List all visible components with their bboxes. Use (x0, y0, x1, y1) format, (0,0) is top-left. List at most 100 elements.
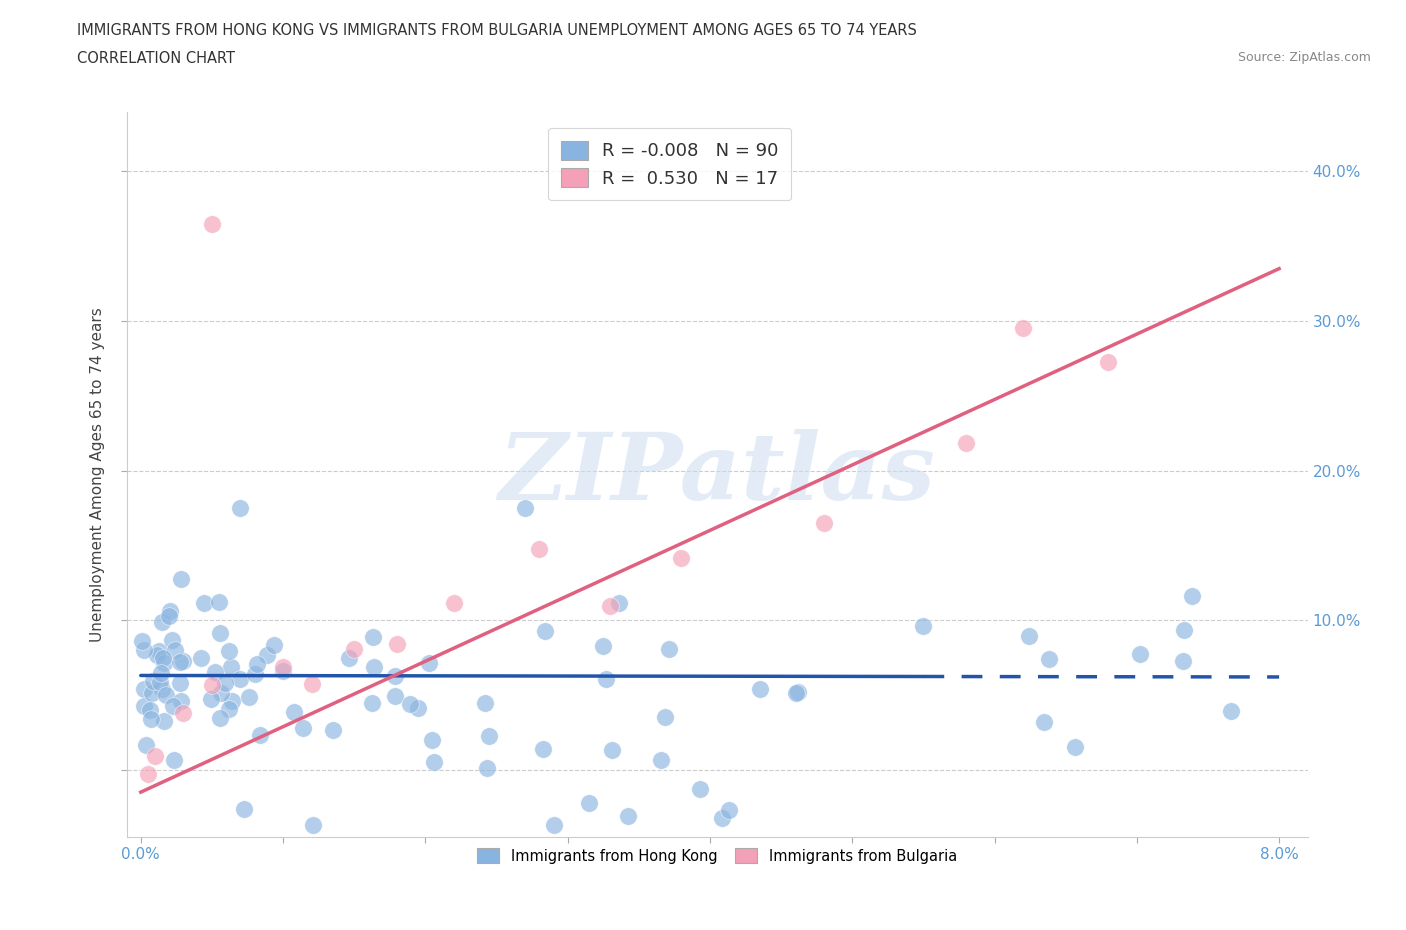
Point (363, 659, 385, 674)
Point (152, 651, 174, 666)
Point (337, 650, 360, 665)
Point (136, 766, 159, 781)
Point (384, 689, 406, 704)
Point (1173, 622, 1195, 637)
Point (172, 654, 194, 669)
Point (271, 659, 294, 674)
Point (607, 595, 630, 610)
Point (207, 594, 229, 609)
Point (132, 642, 155, 657)
Point (150, 615, 173, 630)
Point (200, 692, 222, 707)
Point (787, 684, 810, 699)
Point (238, 690, 260, 705)
Point (592, 639, 614, 654)
Point (650, 753, 672, 768)
Point (475, 760, 498, 775)
Point (785, 685, 807, 700)
Point (1038, 651, 1060, 666)
Point (1220, 704, 1243, 719)
Point (152, 714, 174, 729)
Point (143, 749, 166, 764)
Point (190, 651, 212, 666)
Text: IMMIGRANTS FROM HONG KONG VS IMMIGRANTS FROM BULGARIA UNEMPLOYMENT AMONG AGES 65: IMMIGRANTS FROM HONG KONG VS IMMIGRANTS … (77, 23, 917, 38)
Point (233, 802, 256, 817)
Point (229, 500, 252, 515)
Point (256, 647, 278, 662)
Point (243, 667, 266, 682)
Point (169, 655, 191, 670)
Point (155, 688, 177, 703)
Point (1097, 354, 1119, 369)
Point (229, 671, 252, 686)
Point (150, 682, 173, 697)
Point (301, 676, 323, 691)
Point (361, 630, 384, 644)
Point (1064, 739, 1087, 754)
Point (209, 711, 232, 725)
Point (302, 818, 325, 833)
Point (201, 677, 224, 692)
Point (658, 641, 681, 656)
Point (543, 817, 565, 832)
Point (273, 663, 295, 678)
Point (291, 721, 314, 736)
Point (689, 782, 711, 797)
Point (246, 657, 269, 671)
Point (617, 808, 640, 823)
Point (408, 700, 430, 715)
Point (384, 669, 406, 684)
Point (146, 648, 169, 663)
Point (1181, 589, 1204, 604)
Point (201, 217, 224, 232)
Point (1129, 646, 1152, 661)
Point (214, 676, 236, 691)
Point (218, 701, 240, 716)
Point (527, 541, 550, 556)
Point (170, 694, 193, 709)
Point (132, 681, 155, 696)
Point (283, 704, 305, 719)
Text: Source: ZipAtlas.com: Source: ZipAtlas.com (1237, 51, 1371, 64)
Point (193, 595, 215, 610)
Point (1012, 321, 1035, 336)
Point (531, 741, 554, 756)
Point (654, 710, 676, 724)
Point (599, 599, 621, 614)
Point (219, 659, 242, 674)
Point (162, 698, 184, 713)
Text: CORRELATION CHART: CORRELATION CHART (77, 51, 235, 66)
Point (911, 618, 934, 633)
Point (343, 642, 366, 657)
Point (534, 623, 557, 638)
Point (221, 693, 243, 708)
Point (218, 644, 240, 658)
Point (955, 435, 977, 450)
Point (423, 755, 446, 770)
Point (322, 723, 344, 737)
Point (172, 705, 194, 720)
Point (443, 596, 465, 611)
Point (474, 696, 496, 711)
Point (149, 666, 172, 681)
Point (208, 625, 231, 640)
Point (142, 673, 165, 688)
Point (1018, 629, 1040, 644)
Point (263, 637, 285, 652)
Point (718, 802, 741, 817)
Point (578, 795, 600, 810)
Point (385, 637, 408, 652)
Point (169, 571, 191, 586)
Point (813, 515, 835, 530)
Point (418, 656, 440, 671)
Point (360, 696, 382, 711)
Point (132, 699, 155, 714)
Point (204, 664, 226, 679)
Point (160, 632, 183, 647)
Point (139, 711, 162, 726)
Point (1171, 654, 1194, 669)
Point (135, 737, 157, 752)
Point (1032, 714, 1054, 729)
Point (157, 608, 180, 623)
Point (600, 742, 623, 757)
